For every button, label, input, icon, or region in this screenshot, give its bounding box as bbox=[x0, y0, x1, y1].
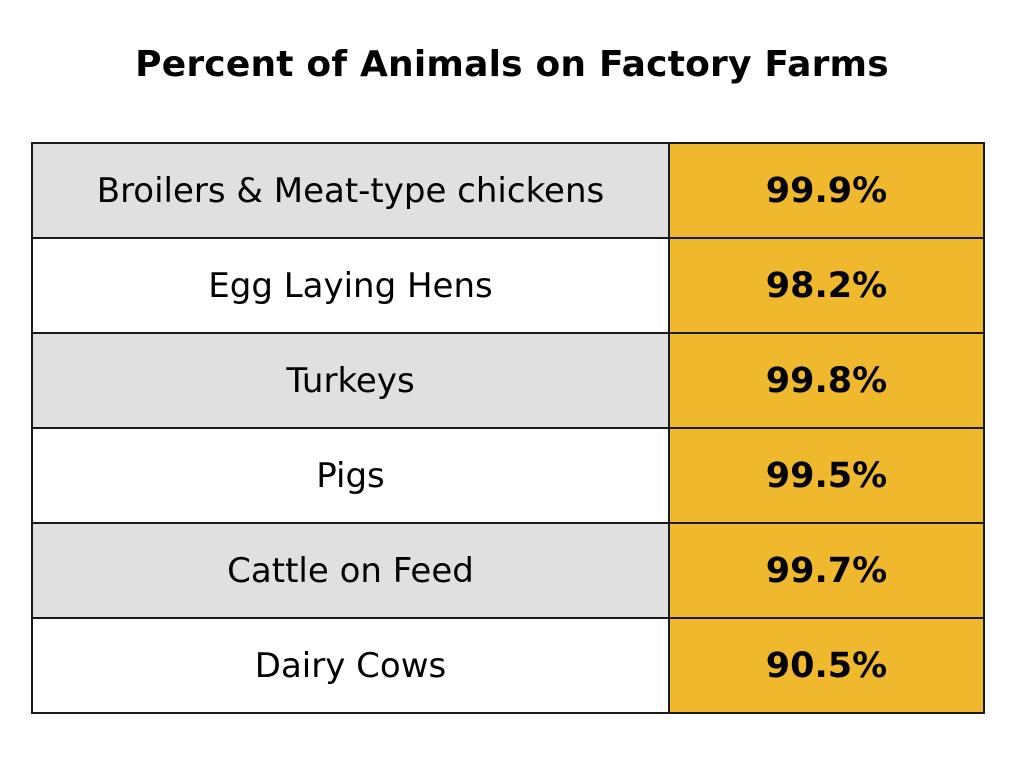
table-row: Cattle on Feed 99.7% bbox=[31, 522, 985, 619]
animal-label-cell: Dairy Cows bbox=[31, 617, 670, 714]
percent-value-cell: 99.8% bbox=[668, 332, 985, 429]
animal-label-cell: Egg Laying Hens bbox=[31, 237, 670, 334]
animal-label-cell: Turkeys bbox=[31, 332, 670, 429]
table-row: Egg Laying Hens 98.2% bbox=[31, 237, 985, 334]
percent-value-cell: 98.2% bbox=[668, 237, 985, 334]
percent-value-cell: 99.9% bbox=[668, 142, 985, 239]
table-body: Broilers & Meat-type chickens 99.9% Egg La… bbox=[31, 142, 985, 714]
chart-title: Percent of Animals on Factory Farms bbox=[135, 44, 889, 85]
factory-farm-table: Broilers & Meat-type chickens 99.9% Egg La… bbox=[31, 142, 985, 714]
animal-label-cell: Broilers & Meat-type chickens bbox=[31, 142, 670, 239]
percent-value-cell: 99.7% bbox=[668, 522, 985, 619]
percent-value-cell: 90.5% bbox=[668, 617, 985, 714]
table-row: Dairy Cows 90.5% bbox=[31, 617, 985, 714]
table-row: Pigs 99.5% bbox=[31, 427, 985, 524]
percent-value-cell: 99.5% bbox=[668, 427, 985, 524]
animal-label-cell: Cattle on Feed bbox=[31, 522, 670, 619]
table-row: Turkeys 99.8% bbox=[31, 332, 985, 429]
table-row: Broilers & Meat-type chickens 99.9% bbox=[31, 142, 985, 239]
animal-label-cell: Pigs bbox=[31, 427, 670, 524]
